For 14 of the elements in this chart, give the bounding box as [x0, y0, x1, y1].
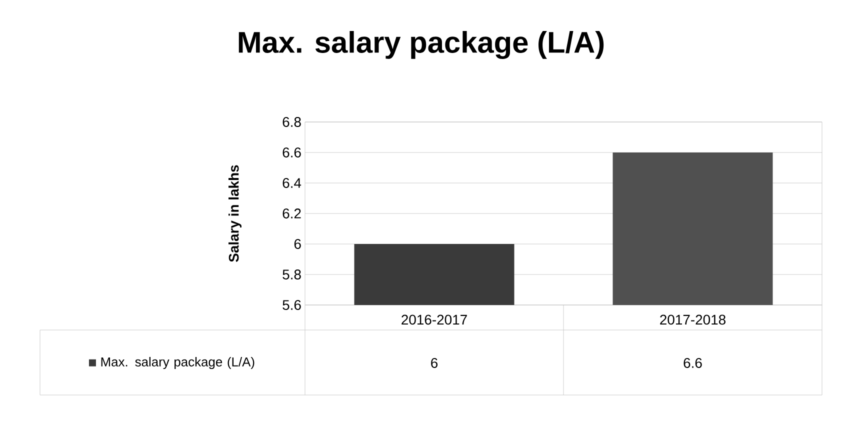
y-tick-label: 6 [294, 239, 301, 249]
y-tick-label: 6.4 [282, 178, 302, 188]
x-tick-label: 2017-2018 [660, 314, 726, 325]
y-axis-title: Salary in lakhs [228, 165, 242, 262]
data-label: 6.6 [684, 358, 702, 368]
x-tick-label: 2016-2017 [402, 314, 467, 325]
chart-title: Max. salary package (L/A) [238, 31, 604, 59]
y-tick-label: 6.2 [282, 208, 301, 218]
y-tick-label: 5.8 [282, 270, 301, 280]
y-tick-label: 6.8 [282, 117, 301, 127]
y-tick-label: 6.6 [282, 148, 301, 158]
legend-label: Max. salary package (L/A) [101, 356, 254, 370]
data-label: 6 [431, 358, 438, 368]
y-tick-label: 5.6 [282, 300, 301, 310]
